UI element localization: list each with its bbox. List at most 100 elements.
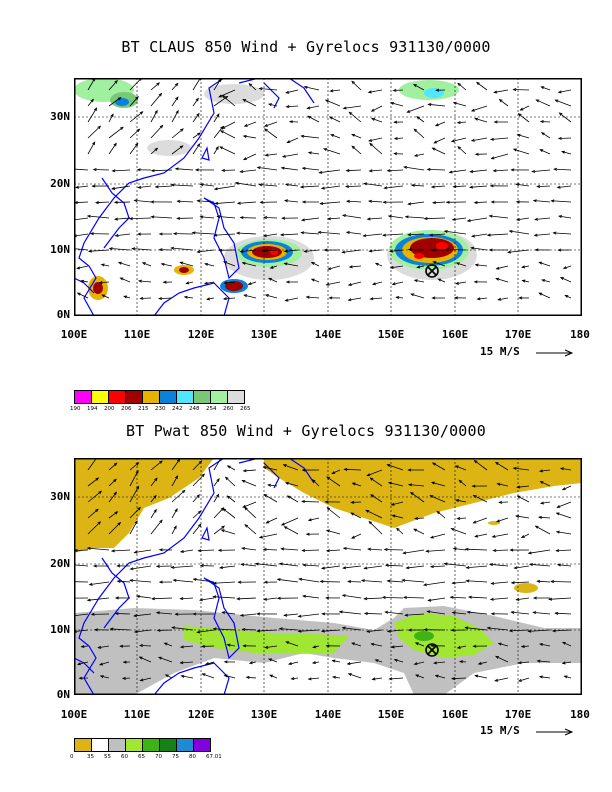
wind-vector: [327, 217, 341, 220]
wind-vector-head: [318, 170, 323, 174]
wind-vector-head: [366, 473, 371, 477]
wind-vector-head: [515, 597, 520, 601]
wind-vector: [387, 580, 404, 583]
colorbar-swatch: [108, 738, 126, 752]
wind-vector-head: [194, 168, 199, 172]
wind-vector-head: [474, 263, 479, 267]
wind-vector-head: [281, 154, 286, 158]
wind-vector-head: [474, 534, 479, 538]
wind-vector: [430, 495, 446, 503]
wind-vector-head: [370, 117, 375, 121]
wind-vector: [186, 281, 194, 284]
wind-vector: [307, 115, 320, 123]
wind-vector: [134, 549, 152, 553]
wind-vector-head: [395, 296, 400, 300]
panel2-colorbar: [74, 738, 211, 752]
wind-vector-head: [531, 169, 536, 173]
wind-vector: [130, 565, 152, 570]
wind-vector-head: [196, 250, 201, 254]
wind-vector: [198, 549, 215, 552]
wind-vector-head: [92, 168, 97, 172]
wind-vector-head: [556, 185, 561, 189]
wind-vector-head: [559, 467, 564, 471]
wind-vector: [541, 86, 551, 91]
wind-vector-head: [552, 231, 557, 235]
wind-vector-head: [153, 508, 157, 513]
wind-vector-head: [386, 629, 391, 633]
wind-vector-head: [345, 231, 350, 235]
wind-vector: [513, 467, 530, 471]
wind-vector-head: [517, 678, 522, 682]
wind-vector-head: [407, 248, 412, 252]
wind-vector-head: [557, 214, 563, 219]
wind-vector-head: [301, 548, 306, 553]
wind-vector: [391, 501, 404, 506]
wind-vector: [281, 517, 299, 526]
wind-vector-head: [497, 642, 502, 646]
wind-vector: [331, 469, 341, 474]
wind-vector: [222, 611, 236, 615]
wind-vector: [368, 200, 383, 203]
wind-vector: [348, 581, 362, 583]
wind-vector: [514, 565, 530, 569]
wind-vector: [171, 475, 178, 487]
wind-vector-head: [114, 79, 118, 84]
wind-vector: [413, 84, 425, 91]
wind-vector-head: [196, 112, 200, 117]
wind-vector: [402, 579, 425, 583]
wind-vector-head: [534, 525, 539, 529]
wind-vector-head: [345, 199, 350, 203]
wind-vector-head: [456, 645, 461, 649]
wind-vector-head: [414, 516, 419, 520]
wind-vector-head: [109, 627, 114, 631]
wind-vector: [264, 597, 278, 600]
wind-vector-head: [332, 675, 337, 679]
wind-vector: [87, 125, 101, 139]
wind-vector-head: [429, 565, 434, 569]
wind-vector: [436, 511, 446, 519]
wind-vector-head: [154, 109, 158, 114]
wind-vector-head: [111, 169, 116, 173]
wind-vector-head: [213, 233, 218, 237]
wind-vector: [470, 169, 488, 173]
wind-vector-head: [369, 477, 374, 481]
wind-vector-head: [510, 610, 515, 614]
wind-vector: [556, 512, 572, 519]
panel2-map: [74, 458, 582, 695]
wind-vector-head: [458, 660, 463, 664]
panel1-xlabel-100e: 100E: [60, 328, 88, 341]
wind-vector: [219, 565, 236, 569]
wind-vector: [415, 517, 425, 520]
wind-vector-head: [555, 530, 560, 534]
wind-vector-head: [154, 147, 159, 152]
wind-vector: [513, 89, 530, 91]
wind-vector: [540, 121, 551, 123]
panel1-title: BT CLAUS 850 Wind + Gyrelocs 931130/0000: [121, 38, 491, 56]
wind-vector: [215, 201, 236, 204]
wind-vector: [115, 233, 131, 237]
wind-vector-head: [527, 551, 532, 555]
wind-vector: [270, 265, 278, 269]
wind-vector: [414, 153, 425, 157]
wind-vector-head: [368, 169, 373, 173]
wind-vector: [364, 613, 383, 615]
wind-vector: [302, 595, 320, 599]
wind-vector-head: [342, 106, 347, 110]
wind-vector-head: [325, 644, 330, 648]
wind-vector: [321, 185, 341, 189]
wind-vector: [516, 183, 530, 187]
wind-vector: [470, 185, 488, 188]
wind-vector-head: [351, 80, 355, 85]
wind-vector-head: [431, 147, 436, 151]
wind-vector: [74, 629, 89, 633]
wind-vector-head: [155, 611, 160, 615]
wind-vector: [552, 629, 572, 632]
wind-vector: [351, 134, 362, 139]
wind-vector-head: [259, 200, 264, 204]
wind-vector: [346, 169, 362, 172]
wind-vector: [507, 249, 530, 253]
wind-vector-head: [201, 673, 206, 677]
wind-vector: [129, 96, 139, 107]
wind-vector: [434, 661, 446, 664]
wind-vector-head: [467, 595, 472, 599]
